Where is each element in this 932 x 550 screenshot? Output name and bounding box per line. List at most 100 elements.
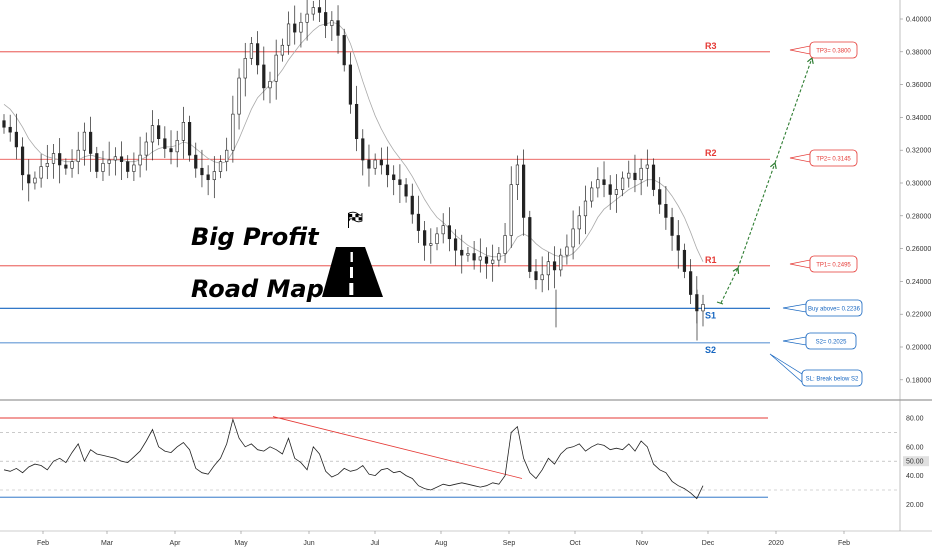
time-tick-label[interactable]: Feb xyxy=(37,540,49,547)
candle-body[interactable] xyxy=(620,177,625,190)
time-tick-label[interactable]: Jun xyxy=(303,540,314,547)
osc-tick-label[interactable]: 40.00 xyxy=(906,473,924,480)
candle-body[interactable] xyxy=(670,217,674,236)
osc-tick-label[interactable]: 60.00 xyxy=(906,444,924,451)
price-axis[interactable]: 0.40000 0.38000 0.36000 0.34000 0.32000 0.300… xyxy=(900,17,931,385)
candle-body[interactable] xyxy=(410,195,414,215)
candle-body[interactable] xyxy=(330,20,334,26)
candle-body[interactable] xyxy=(169,148,173,153)
price-tick-label[interactable]: 0.20000 xyxy=(906,345,931,352)
candle-body[interactable] xyxy=(515,164,520,185)
candle-body[interactable] xyxy=(602,179,606,185)
candle-body[interactable] xyxy=(249,43,254,59)
candle-body[interactable] xyxy=(243,58,247,79)
candle-body[interactable] xyxy=(76,149,80,162)
candle-body[interactable] xyxy=(484,256,489,264)
candle-body[interactable] xyxy=(491,259,495,264)
candle-body[interactable] xyxy=(664,204,668,218)
candle-body[interactable] xyxy=(429,243,433,246)
target-callout[interactable]: TP1= 0.2495 xyxy=(789,255,858,273)
candle-body[interactable] xyxy=(385,164,390,176)
candle-body[interactable] xyxy=(317,7,322,13)
candle-body[interactable] xyxy=(416,213,421,231)
target-callout[interactable]: S2= 0.2025 xyxy=(782,332,857,350)
candle-body[interactable] xyxy=(144,141,148,156)
candle-body[interactable] xyxy=(225,149,229,162)
candle-body[interactable] xyxy=(101,163,105,172)
candle-body[interactable] xyxy=(682,249,687,272)
candle-body[interactable] xyxy=(187,122,192,156)
candle-body[interactable] xyxy=(39,166,43,179)
candle-body[interactable] xyxy=(583,200,588,217)
candle-body[interactable] xyxy=(590,187,594,202)
candle-body[interactable] xyxy=(150,125,155,143)
time-tick-label[interactable]: Apr xyxy=(170,540,182,547)
osc-tick-label[interactable]: 80.00 xyxy=(906,416,924,423)
candle-body[interactable] xyxy=(540,274,544,281)
time-tick-label[interactable]: Feb xyxy=(838,540,850,547)
candle-body[interactable] xyxy=(274,54,278,82)
candle-body[interactable] xyxy=(237,77,241,115)
time-tick-label[interactable]: Jul xyxy=(371,540,380,547)
candle-body[interactable] xyxy=(497,253,501,261)
candle-body[interactable] xyxy=(163,138,167,149)
candle-body[interactable] xyxy=(51,153,56,164)
candle-body[interactable] xyxy=(689,271,693,295)
candle-body[interactable] xyxy=(45,163,49,167)
candle-body[interactable] xyxy=(447,225,451,240)
candle-body[interactable] xyxy=(361,138,365,161)
time-tick-label[interactable]: May xyxy=(234,540,248,547)
candle-body[interactable] xyxy=(58,153,62,166)
target-callout[interactable]: TP3= 0.3800 xyxy=(789,41,858,59)
price-tick-label[interactable]: 0.32000 xyxy=(906,148,931,155)
price-tick-label[interactable]: 0.36000 xyxy=(906,82,931,89)
candle-body[interactable] xyxy=(181,122,185,141)
candle-body[interactable] xyxy=(82,131,87,151)
candle-body[interactable] xyxy=(571,228,575,248)
price-tick-label[interactable]: 0.24000 xyxy=(906,279,931,286)
candle-body[interactable] xyxy=(509,184,513,236)
time-tick-label[interactable]: Nov xyxy=(636,540,649,547)
candle-body[interactable] xyxy=(107,159,111,164)
time-tick-label[interactable]: Sep xyxy=(503,540,516,547)
time-tick-label[interactable]: Aug xyxy=(435,540,448,547)
candle-body[interactable] xyxy=(608,184,612,195)
time-tick-label[interactable]: Dec xyxy=(702,540,715,547)
target-callout[interactable]: SL: Break below S2 xyxy=(769,353,863,387)
candle-body[interactable] xyxy=(64,164,68,169)
candle-body[interactable] xyxy=(256,43,260,66)
candle-body[interactable] xyxy=(132,164,136,172)
price-tick-label[interactable]: 0.22000 xyxy=(906,312,931,319)
candle-body[interactable] xyxy=(33,177,37,184)
candle-body[interactable] xyxy=(89,131,93,154)
candle-body[interactable] xyxy=(676,235,680,251)
candle-body[interactable] xyxy=(596,179,600,189)
candle-body[interactable] xyxy=(460,249,464,256)
candle-body[interactable] xyxy=(268,81,272,89)
price-tick-label[interactable]: 0.38000 xyxy=(906,49,931,56)
candle-body[interactable] xyxy=(119,156,124,162)
candle-body[interactable] xyxy=(435,233,439,244)
candle-body[interactable] xyxy=(8,126,12,133)
price-tick-label[interactable]: 0.26000 xyxy=(906,246,931,253)
candle-body[interactable] xyxy=(546,261,550,276)
candle-body[interactable] xyxy=(280,44,284,56)
osc-tick-label[interactable]: 20.00 xyxy=(906,502,924,509)
candle-body[interactable] xyxy=(311,7,315,15)
price-tick-label[interactable]: 0.30000 xyxy=(906,181,931,188)
candle-body[interactable] xyxy=(20,146,25,176)
candle-body[interactable] xyxy=(503,235,507,254)
candle-body[interactable] xyxy=(658,189,662,205)
candle-body[interactable] xyxy=(614,189,618,195)
candle-body[interactable] xyxy=(651,164,656,190)
target-callout[interactable]: TP2= 0.3145 xyxy=(789,149,858,167)
candle-body[interactable] xyxy=(212,171,216,181)
candle-body[interactable] xyxy=(218,161,223,172)
candle-body[interactable] xyxy=(639,167,643,181)
candle-body[interactable] xyxy=(27,174,31,184)
time-tick-label[interactable]: Oct xyxy=(570,540,581,547)
candle-body[interactable] xyxy=(194,154,198,169)
candle-body[interactable] xyxy=(200,167,204,176)
price-tick-label[interactable]: 0.34000 xyxy=(906,115,931,122)
